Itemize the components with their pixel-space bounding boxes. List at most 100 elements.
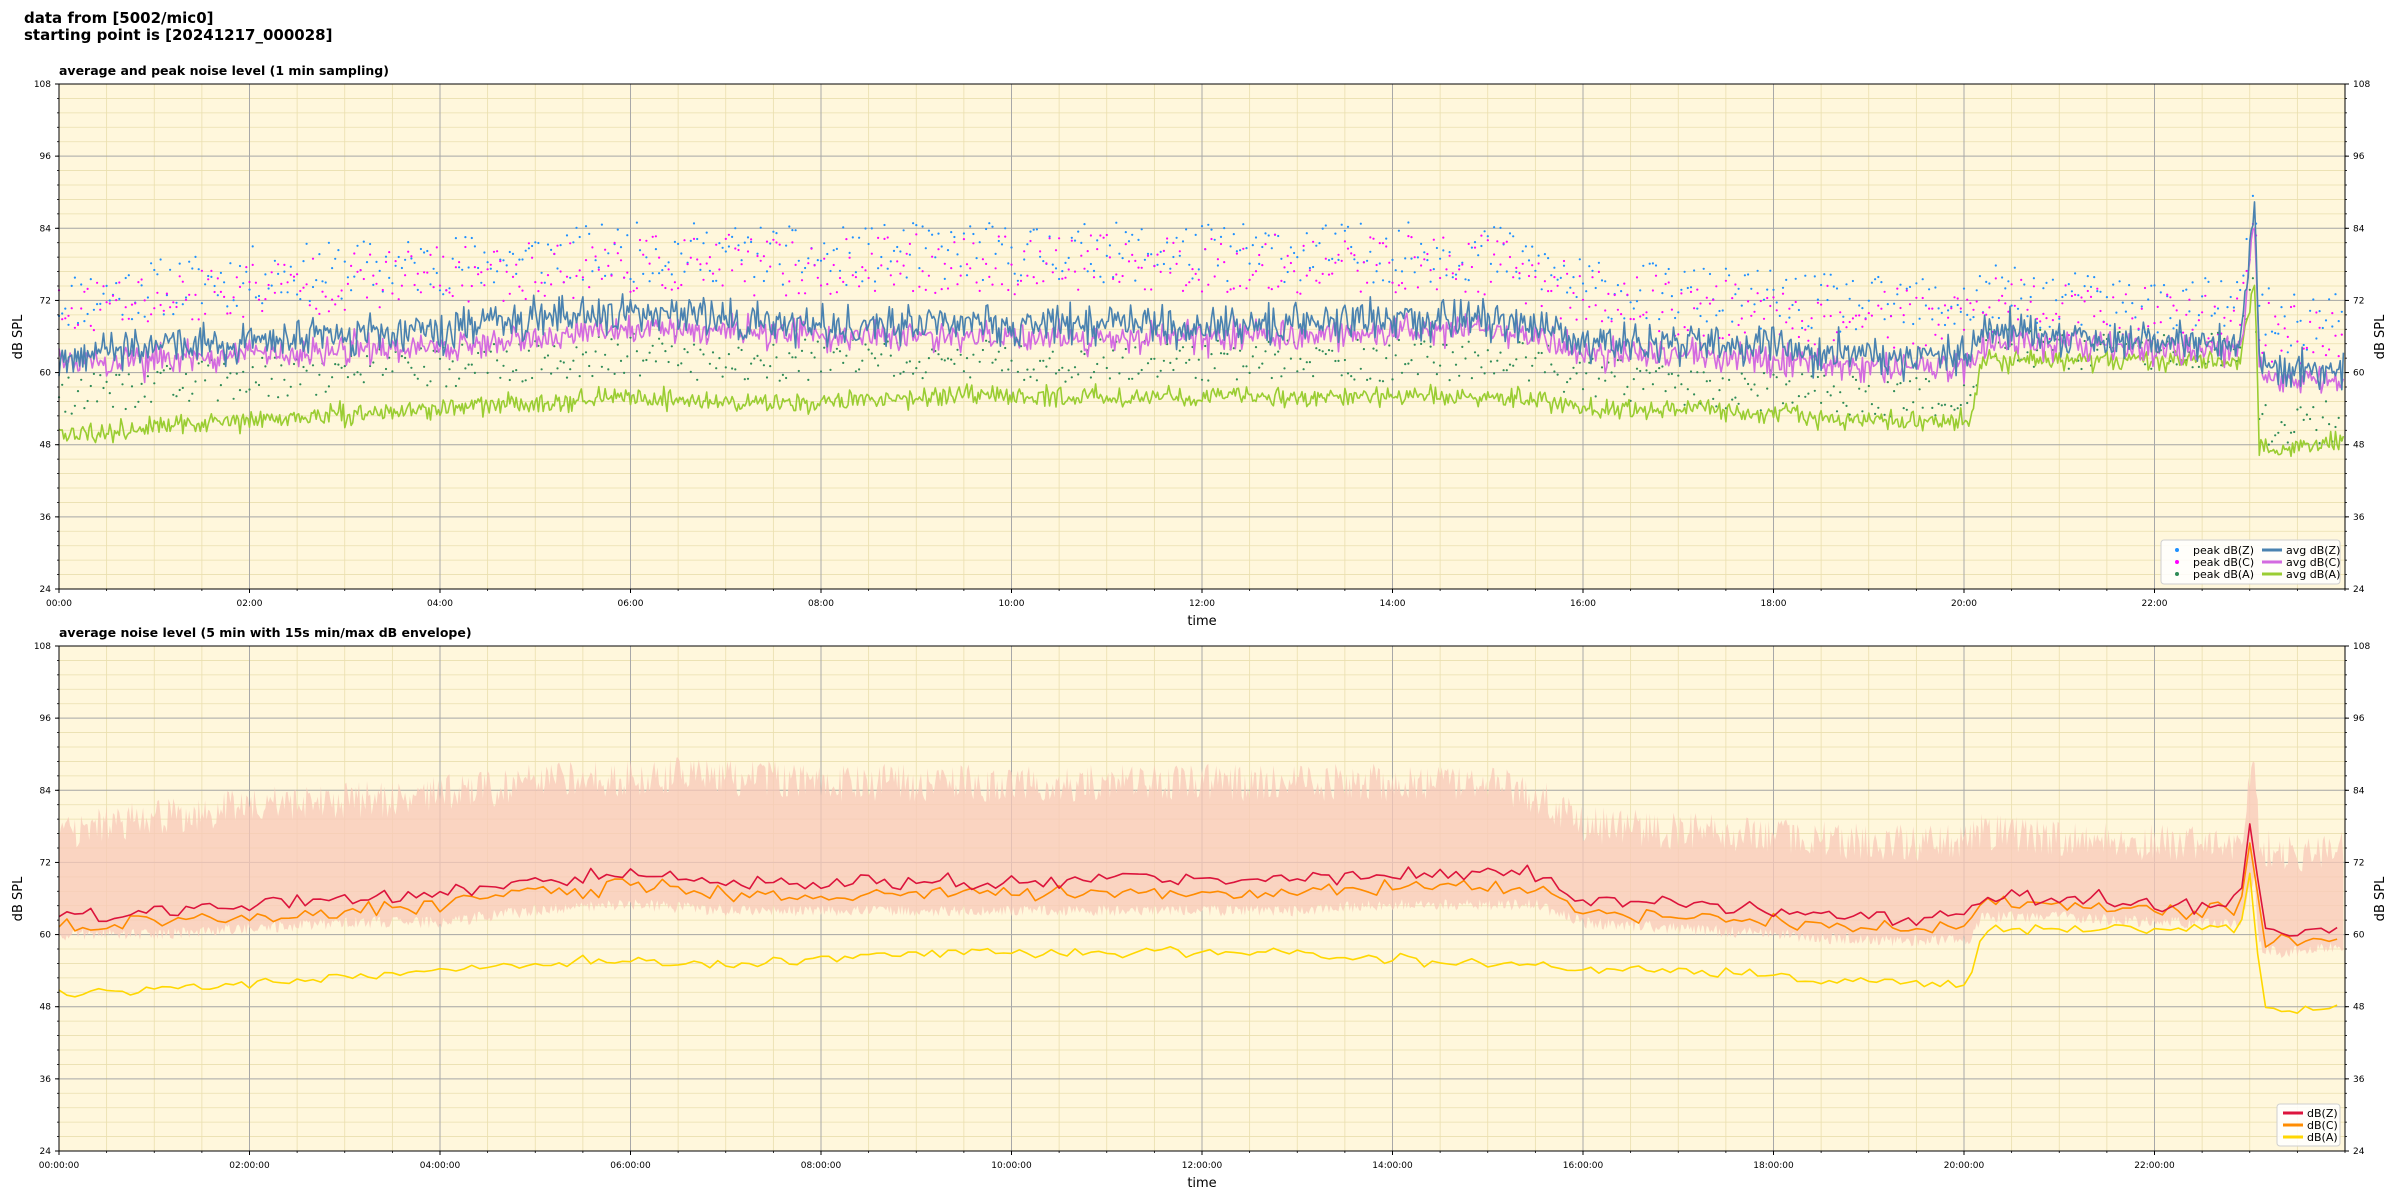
peak-point [934, 291, 937, 294]
peak-point [404, 356, 407, 359]
peak-point [305, 283, 308, 286]
peak-point [1569, 286, 1572, 289]
peak-point [511, 275, 515, 278]
peak-point [1759, 299, 1762, 303]
peak-point [1048, 235, 1051, 238]
peak-point [1959, 403, 1962, 407]
y-tick-label-right: 60 [2353, 369, 2365, 379]
peak-point [2302, 343, 2305, 347]
peak-point [1302, 368, 1305, 371]
peak-point [1273, 353, 1277, 356]
peak-point [559, 360, 562, 363]
peak-point [791, 241, 794, 244]
peak-point [2118, 280, 2121, 283]
peak-point [892, 283, 896, 286]
peak-point [1518, 341, 1521, 344]
y-tick-label-left: 108 [34, 642, 51, 652]
peak-point [169, 268, 172, 271]
grid [58, 83, 2346, 590]
peak-point [1404, 363, 1407, 366]
peak-point [204, 379, 207, 382]
peak-point [1480, 366, 1483, 369]
peak-point [991, 361, 994, 364]
peak-point [1708, 272, 1712, 276]
peak-point [594, 255, 597, 258]
peak-point [1966, 298, 1969, 301]
peak-point [362, 277, 365, 281]
peak-point [1467, 279, 1470, 282]
peak-point [600, 277, 604, 280]
peak-point [321, 280, 324, 283]
peak-point [886, 267, 889, 270]
peak-point [2143, 286, 2147, 290]
peak-point [2204, 277, 2207, 280]
peak-point [394, 264, 397, 267]
peak-point [1439, 257, 1442, 260]
peak-point [1153, 357, 1156, 360]
peak-point [232, 397, 235, 400]
peak-point [534, 281, 537, 284]
peak-point [759, 359, 762, 362]
peak-point [724, 237, 727, 240]
x-tick-label: 02:00 [237, 599, 263, 609]
peak-point [248, 280, 251, 284]
peak-point [670, 273, 673, 276]
peak-point [1689, 290, 1693, 293]
peak-point [70, 412, 73, 415]
peak-point [1969, 394, 1972, 397]
peak-point [1775, 309, 1778, 312]
peak-point [273, 291, 276, 294]
peak-point [473, 245, 476, 248]
peak-point [2324, 319, 2328, 322]
peak-point [543, 281, 546, 284]
peak-point [838, 276, 842, 280]
peak-point [778, 263, 781, 266]
peak-point [1820, 303, 1823, 306]
peak-point [2140, 307, 2143, 310]
peak-point [1166, 241, 1169, 244]
peak-point [1766, 387, 1769, 390]
peak-point [1264, 243, 1267, 246]
legend-marker [2175, 560, 2179, 564]
peak-point [524, 297, 527, 301]
peak-point [1664, 272, 1667, 275]
peak-point [1559, 276, 1562, 279]
peak-point [257, 294, 261, 298]
peak-point [816, 276, 819, 279]
peak-point [1289, 261, 1292, 265]
peak-point [1073, 239, 1077, 242]
peak-point [972, 242, 975, 245]
peak-point [1343, 358, 1346, 362]
peak-point [572, 296, 575, 299]
peak-point [1235, 378, 1238, 381]
peak-point [740, 263, 743, 266]
peak-point [400, 266, 403, 270]
peak-point [315, 279, 318, 282]
peak-point [1477, 354, 1480, 357]
peak-point [184, 296, 188, 299]
peak-point [1369, 250, 1372, 253]
peak-point [1905, 408, 1908, 411]
peak-point [1010, 263, 1013, 266]
peak-point [511, 370, 515, 373]
peak-point [1029, 239, 1032, 243]
peak-point [134, 405, 137, 408]
peak-point [1924, 344, 1927, 347]
peak-point [2229, 295, 2232, 299]
peak-point [1188, 358, 1191, 361]
peak-point [978, 360, 981, 363]
peak-point [1994, 277, 1997, 280]
peak-point [2274, 315, 2277, 318]
peak-point [1801, 373, 1804, 376]
y-tick-label-right: 108 [2353, 642, 2370, 652]
peak-point [638, 238, 642, 242]
y-tick-label-right: 72 [2353, 858, 2364, 868]
peak-point [1667, 267, 1670, 271]
peak-point [1867, 384, 1870, 388]
peak-point [242, 370, 245, 373]
peak-point [1410, 236, 1413, 239]
peak-point [324, 390, 327, 393]
peak-point [1623, 282, 1626, 285]
peak-point [1124, 231, 1127, 234]
